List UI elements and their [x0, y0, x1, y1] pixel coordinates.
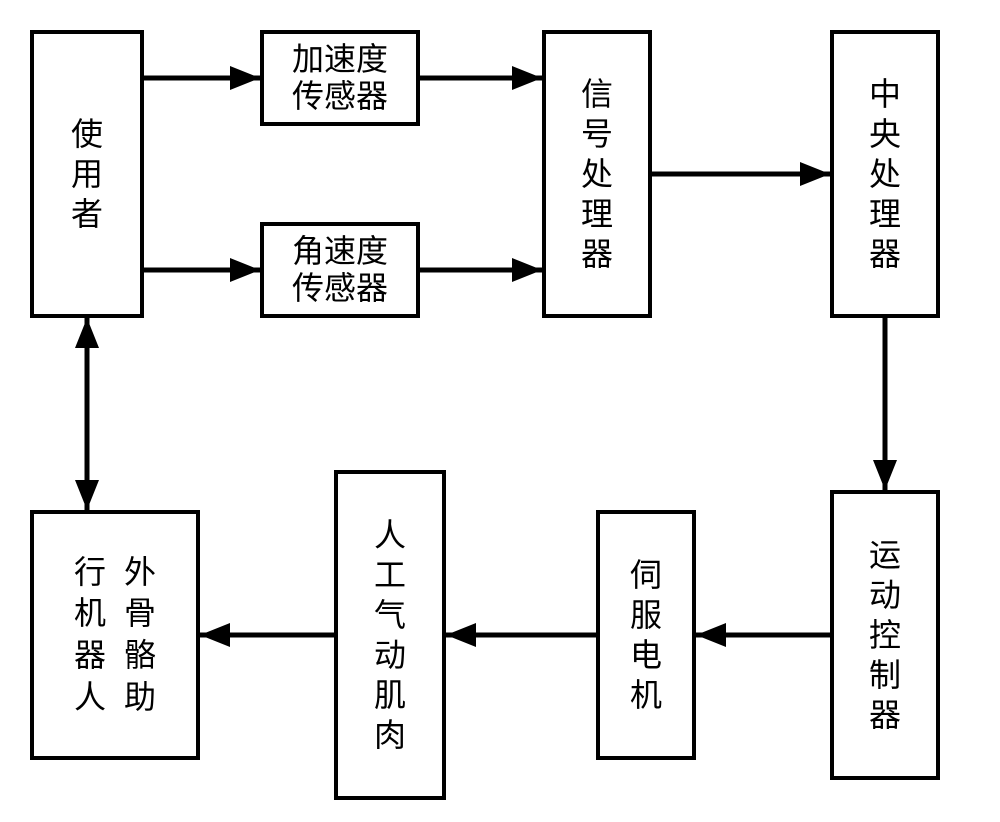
node-label: 中 央 处 理 器: [869, 74, 901, 274]
node-motion: 运 动 控 制 器: [830, 490, 940, 780]
node-label: 加速度 传感器: [292, 41, 388, 115]
node-label: 角速度 传感器: [292, 233, 388, 307]
node-exo: 行机器人外骨骼助: [30, 510, 200, 760]
node-label: 伺 服 电 机: [630, 555, 662, 715]
node-label: 运 动 控 制 器: [869, 535, 901, 735]
node-accel: 加速度 传感器: [260, 30, 420, 126]
node-label: 人 工 气 动 肌 肉: [374, 515, 406, 755]
node-user: 使 用 者: [30, 30, 144, 318]
node-label: 使 用 者: [71, 114, 103, 234]
node-sigproc: 信 号 处 理 器: [542, 30, 652, 318]
node-cpu: 中 央 处 理 器: [830, 30, 940, 318]
node-gyro: 角速度 传感器: [260, 222, 420, 318]
node-muscle: 人 工 气 动 肌 肉: [334, 470, 446, 800]
node-label: 信 号 处 理 器: [581, 74, 613, 274]
two-col-label: 行机器人外骨骼助: [74, 552, 156, 718]
node-servo: 伺 服 电 机: [596, 510, 696, 760]
flowchart-canvas: 使 用 者 加速度 传感器角速度 传感器 信 号 处 理 器 中 央 处 理 器运 动…: [0, 0, 1000, 822]
